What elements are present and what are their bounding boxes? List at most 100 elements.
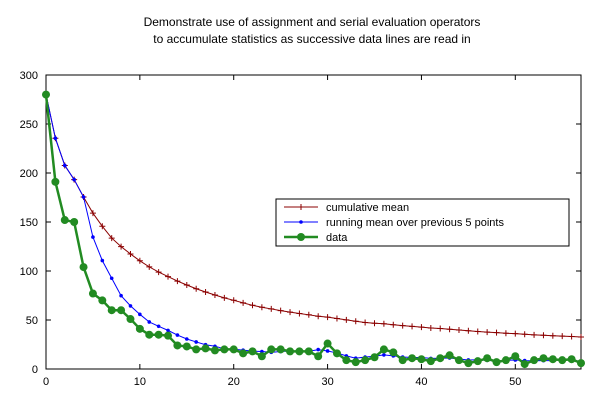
data-point [389, 348, 398, 357]
data-point [230, 297, 237, 304]
data-point [474, 328, 481, 335]
series-cumulative-mean [43, 91, 584, 341]
data-point [295, 347, 304, 356]
data-point [99, 223, 106, 230]
data-point [174, 278, 181, 285]
data-point [483, 354, 492, 363]
data-point [192, 345, 201, 354]
data-point [361, 356, 370, 365]
data-point [211, 292, 218, 299]
data-point [382, 353, 386, 357]
data-point [268, 305, 275, 312]
data-point [540, 332, 547, 339]
series-line-cumulative-mean [45, 94, 582, 338]
data-point [464, 359, 473, 368]
series-line-data [44, 94, 582, 366]
data-point [98, 296, 107, 305]
y-tick-label: 50 [26, 315, 38, 327]
data-point [314, 352, 323, 361]
data-point [530, 356, 539, 365]
data-point [304, 347, 313, 356]
legend-label: data [326, 232, 348, 244]
data-point [427, 324, 434, 331]
data-point [531, 331, 538, 338]
data-point [445, 351, 454, 360]
data-point [473, 357, 482, 366]
data-point [316, 347, 320, 352]
data-point [465, 327, 472, 334]
data-point [138, 312, 142, 317]
data-point [454, 356, 463, 365]
data-point [502, 330, 509, 337]
data-point [156, 324, 161, 329]
data-point [362, 319, 369, 326]
data-point [257, 352, 266, 361]
x-tick-label: 20 [228, 376, 240, 388]
data-point [202, 288, 209, 295]
legend-box [275, 198, 570, 247]
legend-label: running mean over previous 5 points [326, 217, 504, 229]
data-point [109, 276, 114, 281]
data-point [455, 326, 462, 333]
data-point [370, 353, 379, 362]
y-tick-label: 200 [20, 168, 38, 180]
data-point [492, 358, 501, 367]
data-point [127, 250, 134, 257]
data-point [315, 313, 322, 320]
legend-label: cumulative mean [326, 202, 409, 214]
data-point [539, 354, 548, 363]
y-tick-label: 250 [20, 119, 38, 131]
data-point [60, 216, 69, 225]
y-tick-label: 100 [20, 266, 38, 278]
legend-swatch-marker [297, 233, 305, 241]
data-point [287, 309, 294, 316]
data-point [128, 304, 133, 308]
data-point [484, 329, 491, 336]
data-point [296, 310, 303, 317]
data-point [184, 337, 189, 341]
data-point [398, 356, 407, 365]
data-point [493, 329, 500, 336]
data-point [119, 293, 123, 298]
data-point [409, 323, 416, 330]
data-point [567, 355, 576, 364]
x-tick-label: 10 [134, 376, 146, 388]
legend-item-data: data [284, 232, 348, 244]
data-point [418, 324, 425, 331]
data-point [70, 218, 79, 226]
data-point [154, 330, 163, 339]
data-point [201, 344, 210, 353]
data-point [286, 347, 295, 356]
chart-title-line-2: to accumulate statistics as successive d… [153, 32, 470, 46]
data-point [221, 294, 228, 301]
data-point [118, 243, 125, 250]
data-point [89, 210, 96, 217]
data-point [558, 356, 567, 365]
data-point [549, 332, 556, 339]
data-point [305, 311, 312, 318]
data-point [135, 324, 144, 333]
data-point [100, 258, 105, 263]
data-point [126, 315, 135, 324]
series-layer [42, 90, 585, 369]
data-point [88, 289, 97, 298]
data-point [343, 316, 350, 323]
data-point [568, 333, 575, 340]
data-point [333, 315, 340, 322]
data-point [342, 356, 351, 365]
data-point [220, 345, 229, 354]
data-point [577, 359, 585, 368]
data-point [79, 263, 88, 272]
x-axis: 0 10 20 30 40 50 [43, 75, 521, 388]
data-point [559, 333, 566, 340]
data-point [437, 325, 444, 332]
data-point [399, 322, 406, 329]
data-point [107, 306, 116, 315]
data-point [229, 345, 238, 354]
data-point [548, 355, 557, 364]
data-point [194, 340, 198, 344]
data-point [146, 263, 153, 270]
data-point [72, 177, 76, 182]
data-point [352, 318, 359, 325]
y-tick-label: 0 [32, 364, 38, 376]
